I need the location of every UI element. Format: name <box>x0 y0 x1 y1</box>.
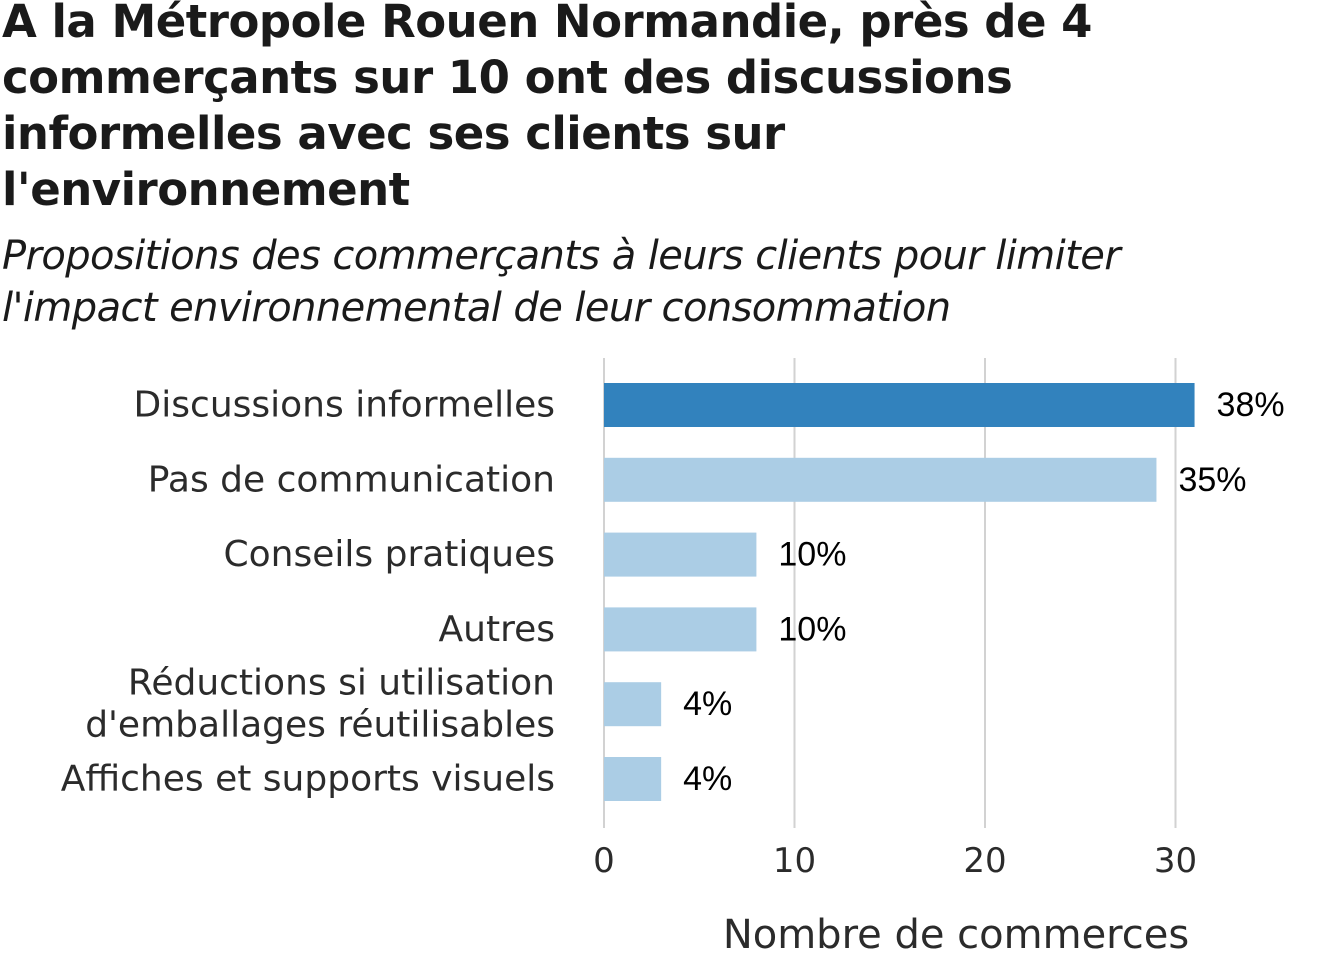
value-label: 10% <box>778 610 846 648</box>
category-label: Discussions informelles <box>134 385 555 426</box>
bar <box>604 383 1195 427</box>
chart-title: A la Métropole Rouen Normandie, près de … <box>2 0 1093 216</box>
bar <box>604 607 757 652</box>
x-tick-label: 30 <box>1154 841 1197 881</box>
gridlines <box>603 358 1177 828</box>
value-label: 10% <box>778 536 846 574</box>
value-label: 38% <box>1217 386 1285 424</box>
value-label: 4% <box>683 760 732 798</box>
x-tick-label: 10 <box>773 841 816 881</box>
bar <box>604 682 662 727</box>
bar <box>604 532 757 577</box>
value-labels: 38% 35% 10% 10% 4% 4% <box>683 386 1284 798</box>
bar <box>604 457 1157 502</box>
category-labels: Discussions informelles Pas de communicat… <box>61 385 555 800</box>
x-tick-label: 20 <box>963 841 1006 881</box>
bars <box>604 383 1195 801</box>
category-label: Pas de communication <box>148 459 555 500</box>
x-axis-ticks: 0 10 20 30 <box>593 841 1197 881</box>
value-label: 35% <box>1178 461 1246 499</box>
category-label: Réductions si utilisation <box>128 663 555 704</box>
category-label: Autres <box>439 609 555 650</box>
value-label: 4% <box>683 685 732 723</box>
x-tick-label: 0 <box>593 841 615 881</box>
category-label: Affiches et supports visuels <box>61 759 555 800</box>
category-label: Conseils pratiques <box>224 534 556 575</box>
bar <box>604 757 662 801</box>
x-axis-title: Nombre de commerces <box>723 912 1189 958</box>
category-label: d'emballages réutilisables <box>85 705 555 746</box>
chart-subtitle: Propositions des commerçants à leurs cli… <box>2 233 1121 331</box>
